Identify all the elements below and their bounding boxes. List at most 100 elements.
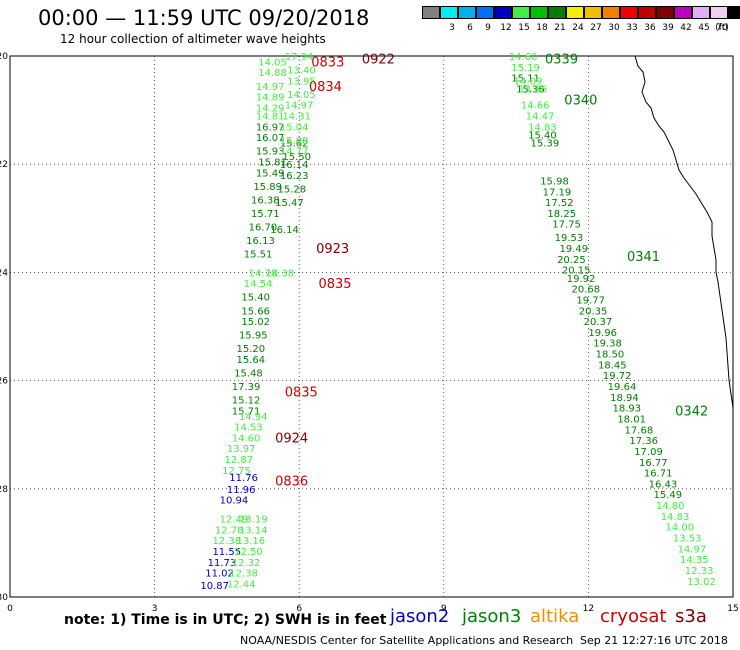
wave-height-value: 15.71 [232,406,261,417]
wave-height-value: 14.86 [519,84,548,95]
scale-swatch [674,6,692,19]
wave-height-value: 17.36 [629,436,658,447]
wave-height-value: 18.01 [617,414,646,425]
wave-height-value: 14.66 [521,101,550,112]
chart-title: 00:00 — 11:59 UTC 09/20/2018 [38,6,370,30]
wave-height-value: 17.52 [545,198,574,209]
wave-height-value: 14.83 [661,512,690,523]
wave-height-value: 13.40 [287,66,316,77]
wave-height-value: 15.93 [256,147,285,158]
wave-height-value: 15.95 [239,331,268,342]
wave-height-value: 14.05 [258,57,287,68]
wave-height-value: 16.14 [280,160,309,171]
wave-height-value: 15.66 [241,306,270,317]
wave-height-value: 17.19 [543,187,572,198]
scale-label: 27 [590,23,602,33]
wave-height-value: 15.28 [278,185,307,196]
scale-swatch [494,6,512,19]
y-tick-label: -24 [0,268,8,278]
scale-label: 39 [662,23,674,33]
wave-height-value: 12.32 [232,558,261,569]
y-tick-label: -28 [0,485,8,495]
scale-label: 9 [485,23,491,33]
wave-height-value: 19.38 [593,339,622,350]
wave-height-value: 19.64 [608,382,637,393]
scale-label: 12 [500,23,512,33]
scale-label: 18 [536,23,548,33]
scale-swatch [476,6,494,19]
wave-height-value: 20.15 [562,266,591,277]
wave-height-value: 15.12 [232,396,261,407]
wave-height-value: 15.49 [256,168,285,179]
wave-height-value: 11.02 [205,569,234,580]
wave-height-value: 15.40 [528,130,557,141]
wave-height-value: 14.53 [234,423,263,434]
pass-time-label: 0836 [275,475,308,490]
wave-height-value: 15.39 [531,139,560,150]
x-tick-label: 0 [7,604,13,614]
wave-height-value: 14.94 [239,412,268,423]
wave-height-value: 15.11 [511,74,540,85]
scale-swatch [656,6,674,19]
scale-label: 3 [449,23,455,33]
wave-height-value: 13.53 [673,533,702,544]
wave-height-value: 15.98 [540,176,569,187]
wave-height-value: 16.43 [649,479,678,490]
wave-height-value: 16.70 [249,222,278,233]
wave-height-value: 12.33 [685,566,714,577]
scale-label: 33 [626,23,638,33]
wave-height-value: 16.14 [270,225,299,236]
wave-height-value: 15.02 [241,317,270,328]
wave-height-value: 14.35 [680,555,709,566]
pass-time-label: 0341 [627,250,660,265]
legend-jason3: jason3 [462,606,522,627]
scale-swatch [638,6,656,19]
x-tick-label: 3 [152,604,158,614]
grid [9,55,734,598]
wave-height-value: 16.13 [246,236,275,247]
wave-height-value: 14.81 [256,112,285,123]
wave-height-value: 13.19 [239,515,268,526]
wave-height-value: 14.05 [287,90,316,101]
y-tick-label: -26 [0,377,8,387]
wave-height-value: 14.31 [282,112,311,123]
wave-height-value: 10.94 [220,496,249,507]
scale-swatch [440,6,458,19]
wave-height-value: 13.95 [287,76,316,87]
wave-height-value: 14.97 [285,101,314,112]
wave-height-value: 14.97 [256,82,285,93]
scale-label: 6 [467,23,473,33]
wave-height-value: 15.49 [653,490,682,501]
wave-height-value: 14.89 [256,93,285,104]
wave-height-value: 12.75 [222,466,251,477]
wave-height-value: 17.75 [552,220,581,231]
scale-label: 42 [680,23,692,33]
credit-line: NOAA/NESDIS Center for Satellite Applica… [240,634,574,647]
legend-jason2: jason2 [390,606,450,627]
wave-height-value: 15.51 [244,249,273,260]
wave-height-value: 18.45 [598,360,627,371]
wave-height-value: 15.71 [251,209,280,220]
wave-height-value: 15.20 [237,344,266,355]
scale-swatch [512,6,530,19]
wave-height-value: 15.36 [516,84,545,95]
wave-height-value: 20.68 [572,285,601,296]
scale-swatch [530,6,548,19]
wave-height-value: 14.77 [280,147,309,158]
pass-time-label: 0923 [316,242,349,257]
wave-height-value: 18.94 [610,393,639,404]
wave-height-value: 12.44 [227,579,256,590]
scale-swatch [602,6,620,19]
pass-labels: 0922 0833 0834 0923 0835 0835 0924 0836 0339 0340… [275,53,708,490]
x-tick-label: 9 [441,604,447,614]
wave-height-value: 19.96 [588,328,617,339]
wave-height-value: 18.93 [613,404,642,415]
pass-time-label: 0924 [275,431,308,446]
scale-swatch [458,6,476,19]
wave-height-value: 14.54 [244,279,273,290]
pass-time-label: 0922 [362,53,395,68]
wave-height-value: 12.38 [212,536,241,547]
wave-height-value: 20.25 [557,255,586,266]
wave-height-value: 15.19 [511,63,540,74]
